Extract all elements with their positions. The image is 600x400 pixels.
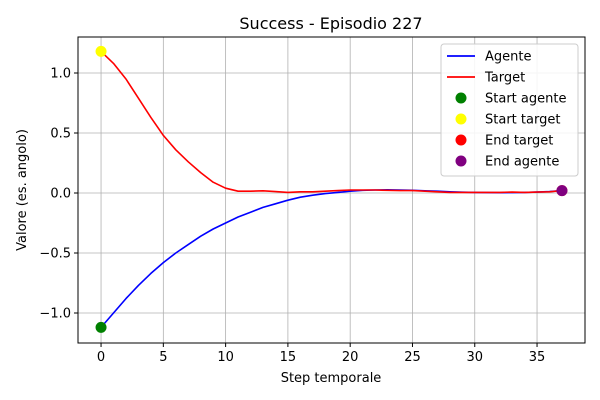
x-axis-ticks: 0 5 10 15 20 25 30 35 [97, 343, 545, 365]
x-tick-label: 0 [97, 350, 105, 365]
x-axis-label: Step temporale [281, 371, 382, 386]
x-tick-label: 20 [342, 350, 359, 365]
legend: Agente Target Start agente Start target End … [440, 43, 579, 177]
marker-start-target [95, 45, 107, 57]
legend-swatch [455, 155, 467, 167]
legend-label: End target [485, 134, 553, 149]
legend-label: Agente [485, 50, 531, 65]
x-tick-label: 10 [217, 350, 234, 365]
y-tick-label: −0.5 [39, 247, 71, 262]
x-tick-label: 25 [404, 350, 421, 365]
legend-label: Start agente [485, 92, 566, 107]
plot-frame [77, 36, 586, 344]
legend-label: Start target [485, 113, 560, 128]
x-tick-label: 15 [280, 350, 297, 365]
y-tick-label: 0.0 [50, 187, 71, 202]
x-tick-label: 5 [159, 350, 167, 365]
y-axis-label: Valore (es. angolo) [15, 129, 30, 251]
series-layer [95, 45, 568, 333]
y-axis-ticks: −1.0 −0.5 0.0 0.5 1.0 [39, 67, 78, 322]
legend-swatch [455, 134, 467, 146]
legend-label: End agente [485, 155, 559, 170]
x-tick-label: 35 [529, 350, 546, 365]
y-tick-label: 1.0 [50, 67, 71, 82]
y-tick-label: −1.0 [39, 307, 71, 322]
legend-swatch [455, 92, 467, 104]
series-line-target [100, 50, 563, 194]
marker-end-agente [556, 185, 568, 197]
legend-box [440, 43, 579, 177]
x-tick-label: 30 [466, 350, 483, 365]
chart-title: Success - Episodio 227 [239, 14, 422, 33]
legend-label: Target [484, 71, 525, 86]
marker-start-agente [95, 321, 107, 333]
y-tick-label: 0.5 [50, 127, 71, 142]
legend-swatch [455, 113, 467, 125]
